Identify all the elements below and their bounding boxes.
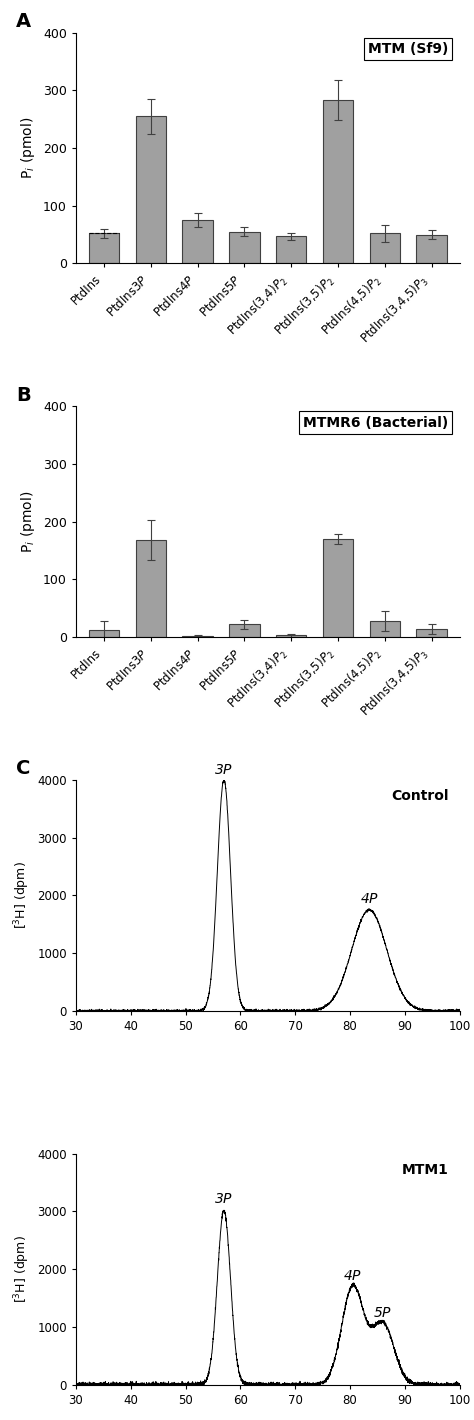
Text: B: B	[16, 386, 31, 405]
Bar	[229, 231, 260, 263]
Bar	[417, 234, 447, 263]
Bar	[276, 635, 306, 638]
Y-axis label: [$^3$H] (dpm): [$^3$H] (dpm)	[12, 862, 32, 929]
Text: MTMR6 (Bacterial): MTMR6 (Bacterial)	[303, 416, 448, 430]
Bar	[89, 630, 119, 638]
Y-axis label: [$^3$H] (dpm): [$^3$H] (dpm)	[12, 1235, 32, 1304]
Bar	[323, 540, 353, 638]
Bar	[370, 233, 400, 263]
Y-axis label: P$_i$ (pmol): P$_i$ (pmol)	[19, 490, 37, 552]
Text: C: C	[16, 760, 31, 778]
Y-axis label: P$_i$ (pmol): P$_i$ (pmol)	[19, 116, 37, 179]
Bar	[276, 236, 306, 263]
Bar	[323, 101, 353, 263]
Text: A: A	[16, 11, 31, 31]
Text: MTM1: MTM1	[401, 1163, 448, 1177]
Text: 4$P$: 4$P$	[343, 1269, 363, 1284]
Bar	[182, 220, 213, 263]
Bar	[89, 233, 119, 263]
Text: 4$P$: 4$P$	[360, 892, 379, 906]
Text: Control: Control	[391, 790, 448, 804]
Text: MTM (Sf9): MTM (Sf9)	[368, 41, 448, 55]
Bar	[370, 621, 400, 638]
Bar	[417, 629, 447, 638]
Bar	[136, 116, 166, 263]
Bar	[136, 540, 166, 638]
Text: 3$P$: 3$P$	[214, 1191, 234, 1206]
Text: 5$P$: 5$P$	[374, 1306, 392, 1321]
Bar	[229, 625, 260, 638]
Text: 3$P$: 3$P$	[214, 763, 234, 777]
